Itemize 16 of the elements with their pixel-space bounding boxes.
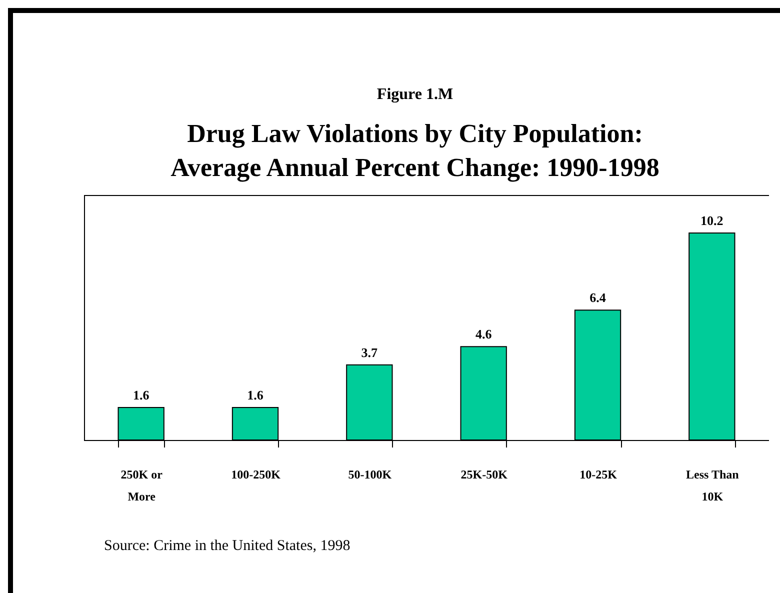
x-tick-label: Less Than 10K: [686, 468, 740, 504]
data-label: 10.2: [700, 213, 724, 228]
chart-title: Drug Law Violations by City Population: Average Annual Percent Change: 1990-1998: [170, 118, 660, 184]
data-label: 4.6: [475, 326, 492, 342]
source-note: Source: Crime in the United States, 1998: [104, 538, 350, 555]
x-tick-label: 250K or More: [120, 468, 164, 504]
x-tick-label: 10-25K: [580, 468, 618, 482]
x-tick-label: 50-100K: [348, 468, 392, 482]
chart-subtitle: Figure 1.M: [376, 86, 454, 104]
data-label: 6.4: [590, 290, 606, 306]
data-label: 1.6: [247, 388, 264, 403]
bar: [574, 310, 622, 440]
x-tick-label: 100-250K: [231, 468, 282, 482]
data-label: 3.7: [361, 344, 378, 360]
x-tick-label: 25K-50K: [460, 468, 508, 482]
data-label: 1.6: [132, 388, 150, 403]
